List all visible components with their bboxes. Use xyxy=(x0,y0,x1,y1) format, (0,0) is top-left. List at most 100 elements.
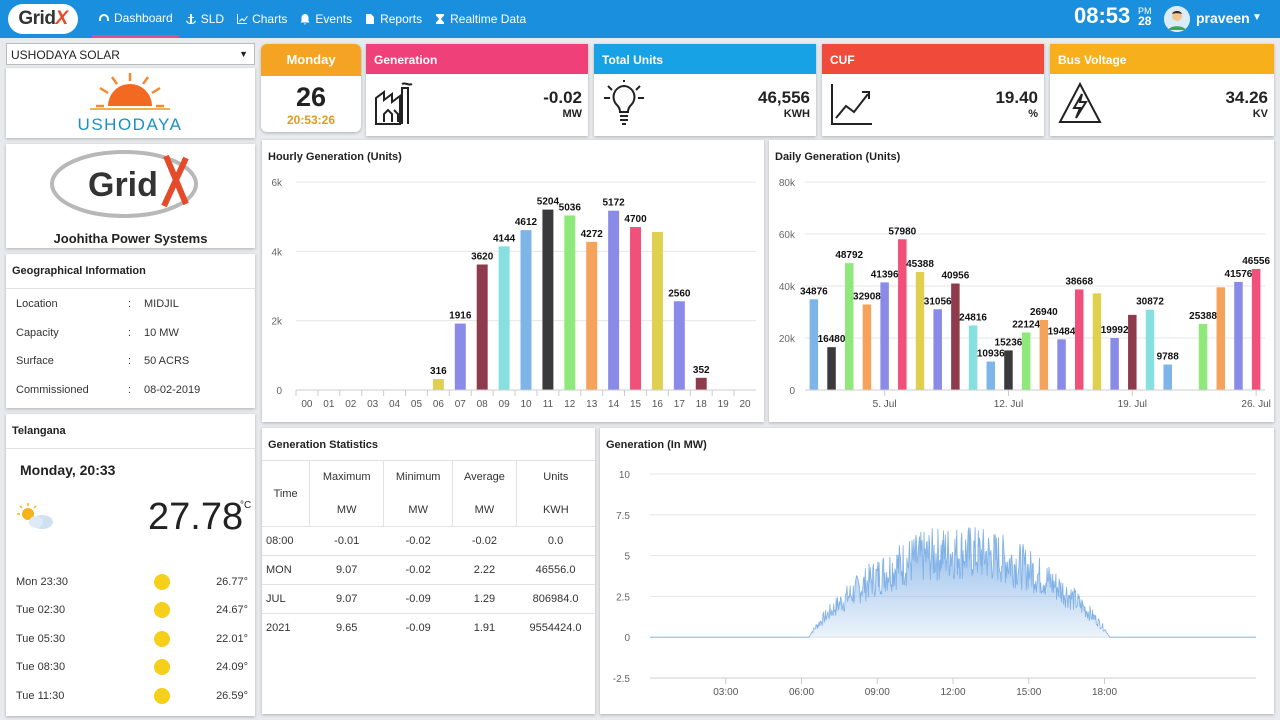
y-tick-label: 10 xyxy=(619,470,631,481)
app-logo[interactable]: Grid X xyxy=(8,4,78,34)
bar xyxy=(454,323,466,390)
data-label: 22124 xyxy=(1012,319,1040,330)
data-label: 4700 xyxy=(624,214,647,225)
site-select[interactable]: USHODAYA SOLAR ▼ xyxy=(6,43,255,65)
x-tick-label: 06 xyxy=(433,399,445,410)
chevron-down-icon: ▼ xyxy=(239,49,248,59)
data-label: 45388 xyxy=(906,259,934,270)
trend-icon xyxy=(831,84,872,125)
kpi-cuf: CUF 19.40 % xyxy=(822,44,1044,136)
nav-realtime-data[interactable]: Realtime Data xyxy=(428,0,532,38)
x-tick-label: 18:00 xyxy=(1092,687,1117,698)
clock-day: 28 xyxy=(1138,14,1152,28)
table-cell: -0.09 xyxy=(383,584,453,614)
nav-sld[interactable]: SLD xyxy=(179,0,230,38)
bar xyxy=(1145,309,1155,390)
data-label: 26940 xyxy=(1030,307,1058,318)
x-tick-label: 13 xyxy=(586,399,598,410)
x-tick-label: 08 xyxy=(477,399,489,410)
bar xyxy=(542,209,554,390)
weather-temp: 27.78 xyxy=(148,496,244,538)
y-tick-label: 2.5 xyxy=(616,592,630,603)
file-icon xyxy=(366,14,375,24)
forecast-temp: 24.09° xyxy=(216,661,248,673)
x-tick-label: 07 xyxy=(455,399,467,410)
header-clock: 08:53 xyxy=(1074,3,1131,28)
bar xyxy=(630,227,641,390)
table-cell: 9554424.0 xyxy=(516,613,595,643)
kpi-unit: MW xyxy=(562,108,582,120)
nav-dashboard[interactable]: Dashboard xyxy=(92,0,179,38)
mw-chart-panel: Generation (In MW) -2.5 0 2.5 5 7.5 10 03:00 06… xyxy=(600,428,1274,714)
bar xyxy=(1198,323,1208,390)
bar xyxy=(1163,364,1172,390)
bar xyxy=(608,210,620,390)
data-label: 15236 xyxy=(995,337,1023,348)
bar xyxy=(432,379,444,390)
geo-title: Geographical Information xyxy=(6,254,255,289)
clock-ampm: PM xyxy=(1138,6,1152,16)
nav-sld-label: SLD xyxy=(200,12,225,26)
table-cell: 9.07 xyxy=(309,584,384,614)
bar xyxy=(1021,332,1031,390)
data-label: 19992 xyxy=(1101,325,1129,336)
nav-events[interactable]: Events xyxy=(293,0,358,38)
x-tick-label: 02 xyxy=(345,399,357,410)
x-tick-label: 26. Jul xyxy=(1241,399,1270,410)
bar xyxy=(1004,350,1013,390)
kpi-bus-voltage: Bus Voltage 34.26 KV xyxy=(1050,44,1274,136)
stats-unit-row: MW MW MW KWH xyxy=(262,493,595,527)
mw-chart-title: Generation (In MW) xyxy=(606,439,707,451)
x-tick-label: 12:00 xyxy=(940,687,965,698)
date-card-date: 26 xyxy=(295,82,327,112)
stats-header: Units xyxy=(515,460,595,494)
kpi-total-units: Total Units 46,556 KWH xyxy=(594,44,816,136)
bar xyxy=(520,230,532,390)
x-tick-label: 09:00 xyxy=(865,687,890,698)
table-cell: 46556.0 xyxy=(516,555,595,585)
stats-title: Generation Statistics xyxy=(268,439,379,451)
bar xyxy=(827,347,836,390)
x-tick-label: 09 xyxy=(499,399,511,410)
stats-unit: MW xyxy=(452,493,517,527)
bolt-icon xyxy=(1058,81,1102,123)
nav-dashboard-label: Dashboard xyxy=(114,10,173,25)
forecast-time: Tue 02:30 xyxy=(16,604,66,616)
x-tick-label: 15:00 xyxy=(1016,687,1041,698)
sun-icon xyxy=(154,659,170,675)
data-label: 40956 xyxy=(941,271,969,282)
data-label: 25388 xyxy=(1189,311,1217,322)
data-label: 16480 xyxy=(818,334,846,345)
bar xyxy=(1057,339,1066,390)
geo-key: Location xyxy=(16,298,58,310)
x-tick-label: 17 xyxy=(674,399,686,410)
table-cell: 9.07 xyxy=(309,555,384,585)
y-tick-label: 80k xyxy=(779,178,796,189)
caret-down-icon[interactable]: ▼ xyxy=(1252,12,1262,23)
anchor-icon xyxy=(185,14,196,24)
y-tick-label: 4k xyxy=(271,247,283,258)
nav-charts[interactable]: Charts xyxy=(230,0,293,38)
x-tick-label: 20 xyxy=(739,399,751,410)
nav-reports[interactable]: Reports xyxy=(358,0,428,38)
y-tick-label: 0 xyxy=(276,386,282,397)
hourly-chart-title: Hourly Generation (Units) xyxy=(268,151,402,163)
stats-header-row: Time Maximum Minimum Average Units xyxy=(262,460,595,527)
geo-info-panel: Geographical Information Location: MIDJIL… xyxy=(6,254,255,408)
x-tick-label: 5. Jul xyxy=(873,399,897,410)
x-tick-label: 06:00 xyxy=(789,687,814,698)
nav-events-label: Events xyxy=(315,12,353,26)
x-tick-label: 14 xyxy=(608,399,620,410)
data-label: 9788 xyxy=(1157,352,1180,363)
username[interactable]: praveen xyxy=(1196,10,1250,26)
x-tick-label: 16 xyxy=(652,399,664,410)
x-tick-label: 12 xyxy=(564,399,576,410)
x-tick-label: 10 xyxy=(520,399,532,410)
stats-header: Minimum xyxy=(383,460,453,494)
user-avatar[interactable] xyxy=(1164,6,1190,32)
table-cell: -0.02 xyxy=(452,526,517,556)
sun-icon xyxy=(154,688,170,704)
logo-mark: X xyxy=(55,8,68,29)
data-label: 41576 xyxy=(1225,269,1253,280)
